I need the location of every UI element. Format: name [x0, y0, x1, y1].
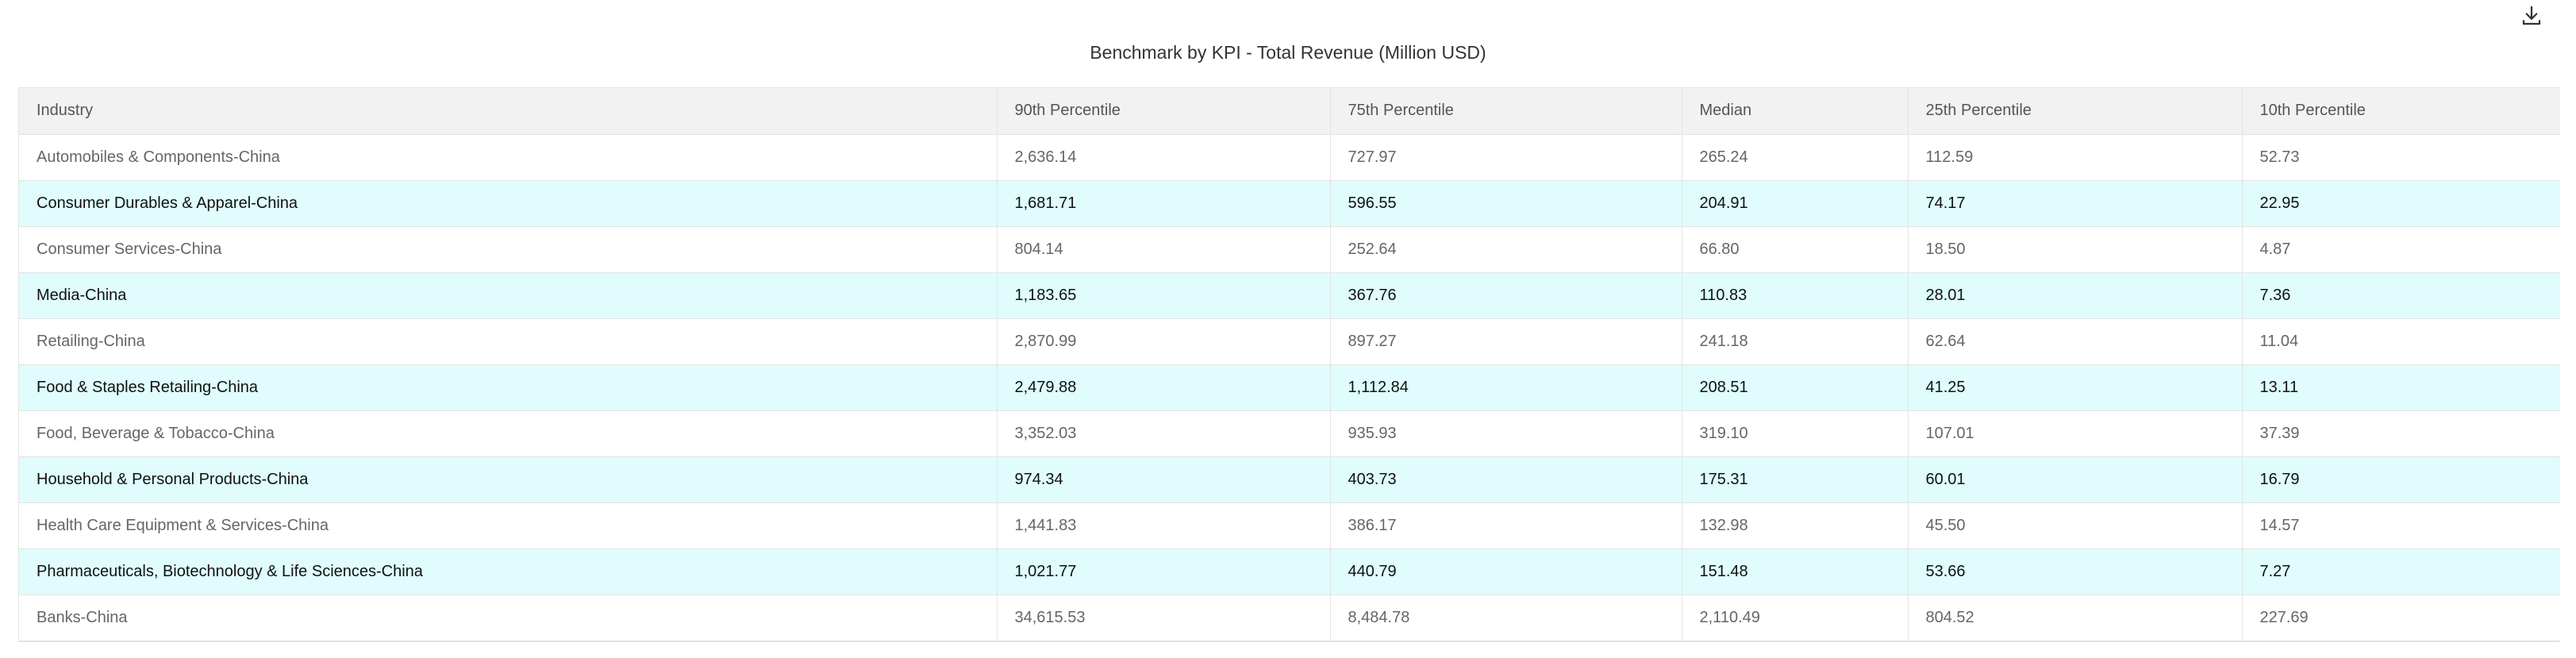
median-cell: 319.10 [1682, 410, 1909, 457]
industry-cell: Food & Staples Retailing-China [19, 364, 998, 411]
header-25th-percentile[interactable]: 25th Percentile [1908, 88, 2243, 135]
header-90th-percentile[interactable]: 90th Percentile [997, 88, 1331, 135]
p10-cell: 22.95 [2242, 180, 2560, 227]
p90-cell: 34,615.53 [997, 595, 1331, 641]
median-cell: 175.31 [1682, 456, 1909, 503]
p10-cell: 7.27 [2242, 548, 2560, 595]
p90-cell: 3,352.03 [997, 410, 1331, 457]
p75-cell: 403.73 [1330, 456, 1682, 503]
median-cell: 151.48 [1682, 548, 1909, 595]
table-row: Banks-China 34,615.53 8,484.78 2,110.49 804.… [19, 595, 2560, 641]
table-header-row: Industry 90th Percentile 75th Percentile Me… [19, 88, 2560, 135]
p90-cell: 974.34 [997, 456, 1331, 503]
p25-cell: 45.50 [1908, 502, 2243, 549]
median-cell: 2,110.49 [1682, 595, 1909, 641]
industry-cell: Automobiles & Components-China [19, 134, 998, 181]
p75-cell: 367.76 [1330, 272, 1682, 319]
industry-cell: Pharmaceuticals, Biotechnology & Life Sc… [19, 548, 998, 595]
p10-cell: 7.36 [2242, 272, 2560, 319]
p75-cell: 727.97 [1330, 134, 1682, 181]
p10-cell: 14.57 [2242, 502, 2560, 549]
table-row: Consumer Services-China 804.14 252.64 66.80… [19, 226, 2560, 273]
p25-cell: 18.50 [1908, 226, 2243, 273]
p75-cell: 897.27 [1330, 318, 1682, 365]
p10-cell: 16.79 [2242, 456, 2560, 503]
table-row: Retailing-China 2,870.99 897.27 241.18 62.64… [19, 318, 2560, 365]
median-cell: 265.24 [1682, 134, 1909, 181]
header-10th-percentile[interactable]: 10th Percentile [2242, 88, 2560, 135]
industry-cell: Consumer Durables & Apparel-China [19, 180, 998, 227]
industry-cell: Consumer Services-China [19, 226, 998, 273]
p75-cell: 596.55 [1330, 180, 1682, 227]
p25-cell: 60.01 [1908, 456, 2243, 503]
table-body: Automobiles & Components-China 2,636.14 72… [19, 134, 2560, 641]
industry-cell: Household & Personal Products-China [19, 456, 998, 503]
p10-cell: 227.69 [2242, 595, 2560, 641]
p10-cell: 4.87 [2242, 226, 2560, 273]
benchmark-table: Industry 90th Percentile 75th Percentile Me… [19, 88, 2560, 641]
p75-cell: 935.93 [1330, 410, 1682, 457]
industry-cell: Health Care Equipment & Services-China [19, 502, 998, 549]
p90-cell: 1,441.83 [997, 502, 1331, 549]
header-75th-percentile[interactable]: 75th Percentile [1330, 88, 1682, 135]
industry-cell: Banks-China [19, 595, 998, 641]
p75-cell: 1,112.84 [1330, 364, 1682, 411]
p90-cell: 1,183.65 [997, 272, 1331, 319]
table-row: Household & Personal Products-China 974.3… [19, 456, 2560, 503]
industry-cell: Retailing-China [19, 318, 998, 365]
median-cell: 110.83 [1682, 272, 1909, 319]
chart-title: Benchmark by KPI - Total Revenue (Millio… [1090, 42, 1486, 63]
p90-cell: 2,870.99 [997, 318, 1331, 365]
p25-cell: 53.66 [1908, 548, 2243, 595]
p75-cell: 386.17 [1330, 502, 1682, 549]
p10-cell: 37.39 [2242, 410, 2560, 457]
table-row: Automobiles & Components-China 2,636.14 72… [19, 134, 2560, 181]
table-row: Health Care Equipment & Services-China 1,… [19, 502, 2560, 549]
table-row: Food, Beverage & Tobacco-China 3,352.03 93… [19, 410, 2560, 457]
benchmark-table-container: Industry 90th Percentile 75th Percentile Me… [18, 87, 2560, 642]
download-button[interactable] [2514, 0, 2549, 32]
p25-cell: 62.64 [1908, 318, 2243, 365]
p90-cell: 2,636.14 [997, 134, 1331, 181]
table-row: Pharmaceuticals, Biotechnology & Life Sc… [19, 548, 2560, 595]
p25-cell: 112.59 [1908, 134, 2243, 181]
industry-cell: Food, Beverage & Tobacco-China [19, 410, 998, 457]
p90-cell: 1,681.71 [997, 180, 1331, 227]
p10-cell: 11.04 [2242, 318, 2560, 365]
p75-cell: 440.79 [1330, 548, 1682, 595]
p25-cell: 74.17 [1908, 180, 2243, 227]
table-row: Media-China 1,183.65 367.76 110.83 28.01 7.36 [19, 272, 2560, 319]
median-cell: 204.91 [1682, 180, 1909, 227]
table-row: Food & Staples Retailing-China 2,479.88 1,… [19, 364, 2560, 411]
p90-cell: 804.14 [997, 226, 1331, 273]
median-cell: 208.51 [1682, 364, 1909, 411]
median-cell: 132.98 [1682, 502, 1909, 549]
p90-cell: 1,021.77 [997, 548, 1331, 595]
table-row: Consumer Durables & Apparel-China 1,681.7… [19, 180, 2560, 227]
p10-cell: 52.73 [2242, 134, 2560, 181]
p90-cell: 2,479.88 [997, 364, 1331, 411]
p25-cell: 28.01 [1908, 272, 2243, 319]
download-icon [2522, 6, 2541, 25]
industry-cell: Media-China [19, 272, 998, 319]
header-industry[interactable]: Industry [19, 88, 998, 135]
header-median[interactable]: Median [1682, 88, 1909, 135]
p25-cell: 804.52 [1908, 595, 2243, 641]
p10-cell: 13.11 [2242, 364, 2560, 411]
median-cell: 66.80 [1682, 226, 1909, 273]
p25-cell: 107.01 [1908, 410, 2243, 457]
median-cell: 241.18 [1682, 318, 1909, 365]
p75-cell: 252.64 [1330, 226, 1682, 273]
p75-cell: 8,484.78 [1330, 595, 1682, 641]
p25-cell: 41.25 [1908, 364, 2243, 411]
